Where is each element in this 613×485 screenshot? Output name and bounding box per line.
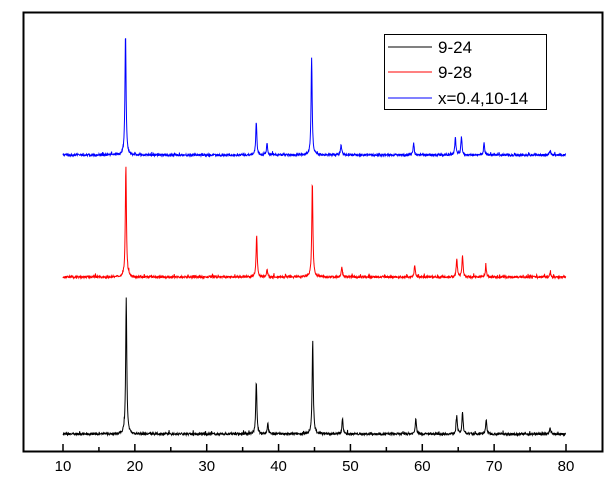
legend: 9-24 9-28 x=0.4,10-14 xyxy=(384,34,547,110)
legend-label-9-24: 9-24 xyxy=(438,38,472,57)
legend-label-x04: x=0.4,10-14 xyxy=(438,89,528,108)
series-layer xyxy=(62,38,567,437)
x-tick-label: 50 xyxy=(342,458,359,475)
series-line-2 xyxy=(62,38,567,158)
legend-label-9-28: 9-28 xyxy=(438,63,472,82)
x-tick-label: 20 xyxy=(127,458,144,475)
x-tick-label: 60 xyxy=(414,458,431,475)
plot-frame xyxy=(22,11,604,453)
x-axis: 10 20 30 40 50 60 70 80 xyxy=(55,444,575,475)
x-tick-label: 10 xyxy=(55,458,72,475)
x-tick-label: 70 xyxy=(486,458,503,475)
x-tick-label: 30 xyxy=(198,458,215,475)
series-line-0 xyxy=(62,297,567,437)
x-tick-label: 80 xyxy=(558,458,575,475)
series-line-1 xyxy=(62,166,567,281)
x-tick-label: 40 xyxy=(270,458,287,475)
